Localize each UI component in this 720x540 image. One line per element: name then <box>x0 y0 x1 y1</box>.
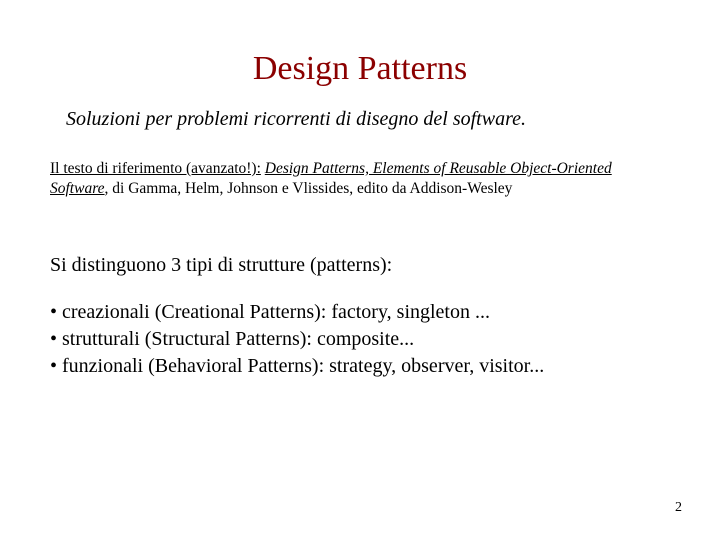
reference-label: Il testo di riferimento (avanzato!): <box>50 160 261 177</box>
slide-subtitle: Soluzioni per problemi ricorrenti di dis… <box>66 108 670 131</box>
slide-title: Design Patterns <box>50 50 670 88</box>
bullet-list: • creazionali (Creational Patterns): fac… <box>50 299 670 380</box>
reference-authors: , di Gamma, Helm, Johnson e Vlissides, e… <box>105 180 513 197</box>
list-item: • funzionali (Behavioral Patterns): stra… <box>50 353 670 380</box>
body-intro: Si distinguono 3 tipi di strutture (patt… <box>50 254 670 277</box>
slide: Design Patterns Soluzioni per problemi r… <box>0 0 720 540</box>
reference-block: Il testo di riferimento (avanzato!): Des… <box>50 159 670 199</box>
list-item: • strutturali (Structural Patterns): com… <box>50 326 670 353</box>
page-number: 2 <box>675 500 682 516</box>
list-item: • creazionali (Creational Patterns): fac… <box>50 299 670 326</box>
